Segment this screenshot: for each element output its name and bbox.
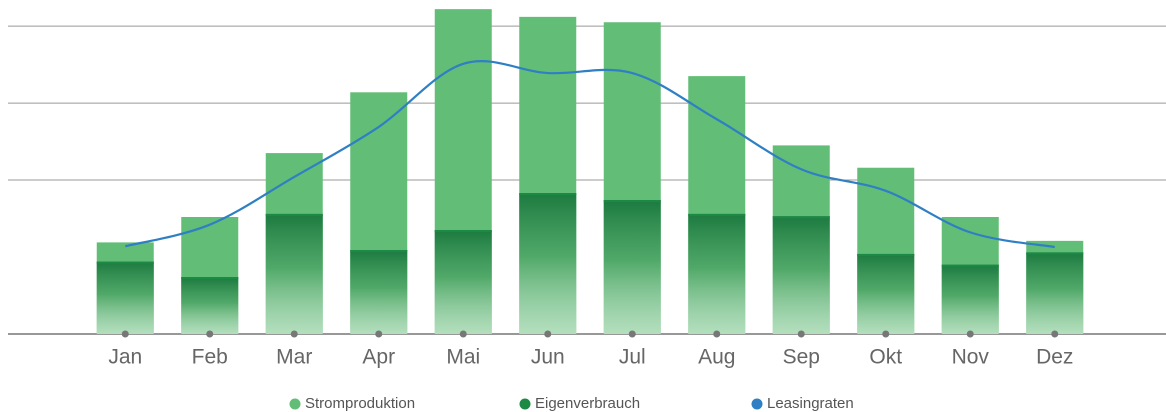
lines — [124, 60, 1055, 249]
bar — [688, 213, 746, 334]
bar — [941, 264, 999, 334]
x-tick-dot — [797, 330, 805, 338]
bar-cap — [603, 200, 661, 203]
line — [124, 60, 1055, 249]
x-tick-dot — [966, 330, 974, 338]
bars — [96, 9, 1084, 335]
legend: Stromproduktion Eigenverbrauch Leasingrate… — [289, 395, 854, 412]
bar-cap — [857, 253, 915, 256]
x-tick-label: Apr — [362, 346, 395, 369]
x-tick-dot — [628, 330, 636, 338]
bar-cap — [1026, 252, 1084, 255]
legend-marker — [519, 398, 531, 410]
bar-cap — [350, 250, 408, 253]
x-tick-dot — [459, 330, 467, 338]
legend-marker — [289, 398, 301, 410]
bar — [350, 250, 408, 334]
x-tick-label: Dez — [1036, 346, 1073, 369]
bar-cap — [434, 230, 492, 233]
x-tick-label: Okt — [869, 346, 902, 369]
bar — [519, 193, 577, 334]
bar-cap — [519, 193, 577, 196]
bar — [265, 213, 323, 334]
x-tick-label: Jan — [108, 346, 142, 369]
bar — [434, 230, 492, 334]
bar-cap — [96, 261, 154, 264]
x-tick-dot — [713, 330, 721, 338]
bar — [1026, 252, 1084, 334]
x-tick-label: Jul — [619, 346, 646, 369]
bar — [96, 261, 154, 334]
x-tick-label: Mar — [276, 346, 312, 369]
legend-label: Stromproduktion — [305, 395, 415, 412]
legend-label: Leasingraten — [767, 395, 854, 412]
bar-cap — [941, 264, 999, 267]
x-tick-label: Feb — [192, 346, 228, 369]
x-tick-dot — [1051, 330, 1059, 338]
x-tick-dot — [882, 330, 890, 338]
x-tick-dot — [544, 330, 552, 338]
x-tick-label: Mai — [446, 346, 480, 369]
bar — [181, 277, 239, 334]
x-tick-dot — [290, 330, 298, 338]
x-tick-label: Aug — [698, 346, 735, 369]
bar-cap — [772, 216, 830, 219]
bar-cap — [688, 213, 746, 216]
legend-label: Eigenverbrauch — [535, 395, 640, 412]
x-tick-label: Jun — [531, 346, 565, 369]
legend-marker — [751, 398, 763, 410]
bar — [857, 253, 915, 334]
bar-cap — [181, 277, 239, 280]
x-tick-dot — [206, 330, 214, 338]
x-tick-label: Sep — [783, 346, 820, 369]
x-tick-dot — [121, 330, 129, 338]
x-tick-dot — [375, 330, 383, 338]
bar — [772, 216, 830, 334]
bar-cap — [265, 213, 323, 216]
x-tick-label: Nov — [952, 346, 990, 369]
bar — [603, 200, 661, 334]
x-axis: Jan Feb Mar Apr Mai Jun Jul Aug Sep Okt Nov Dez — [108, 330, 1073, 369]
